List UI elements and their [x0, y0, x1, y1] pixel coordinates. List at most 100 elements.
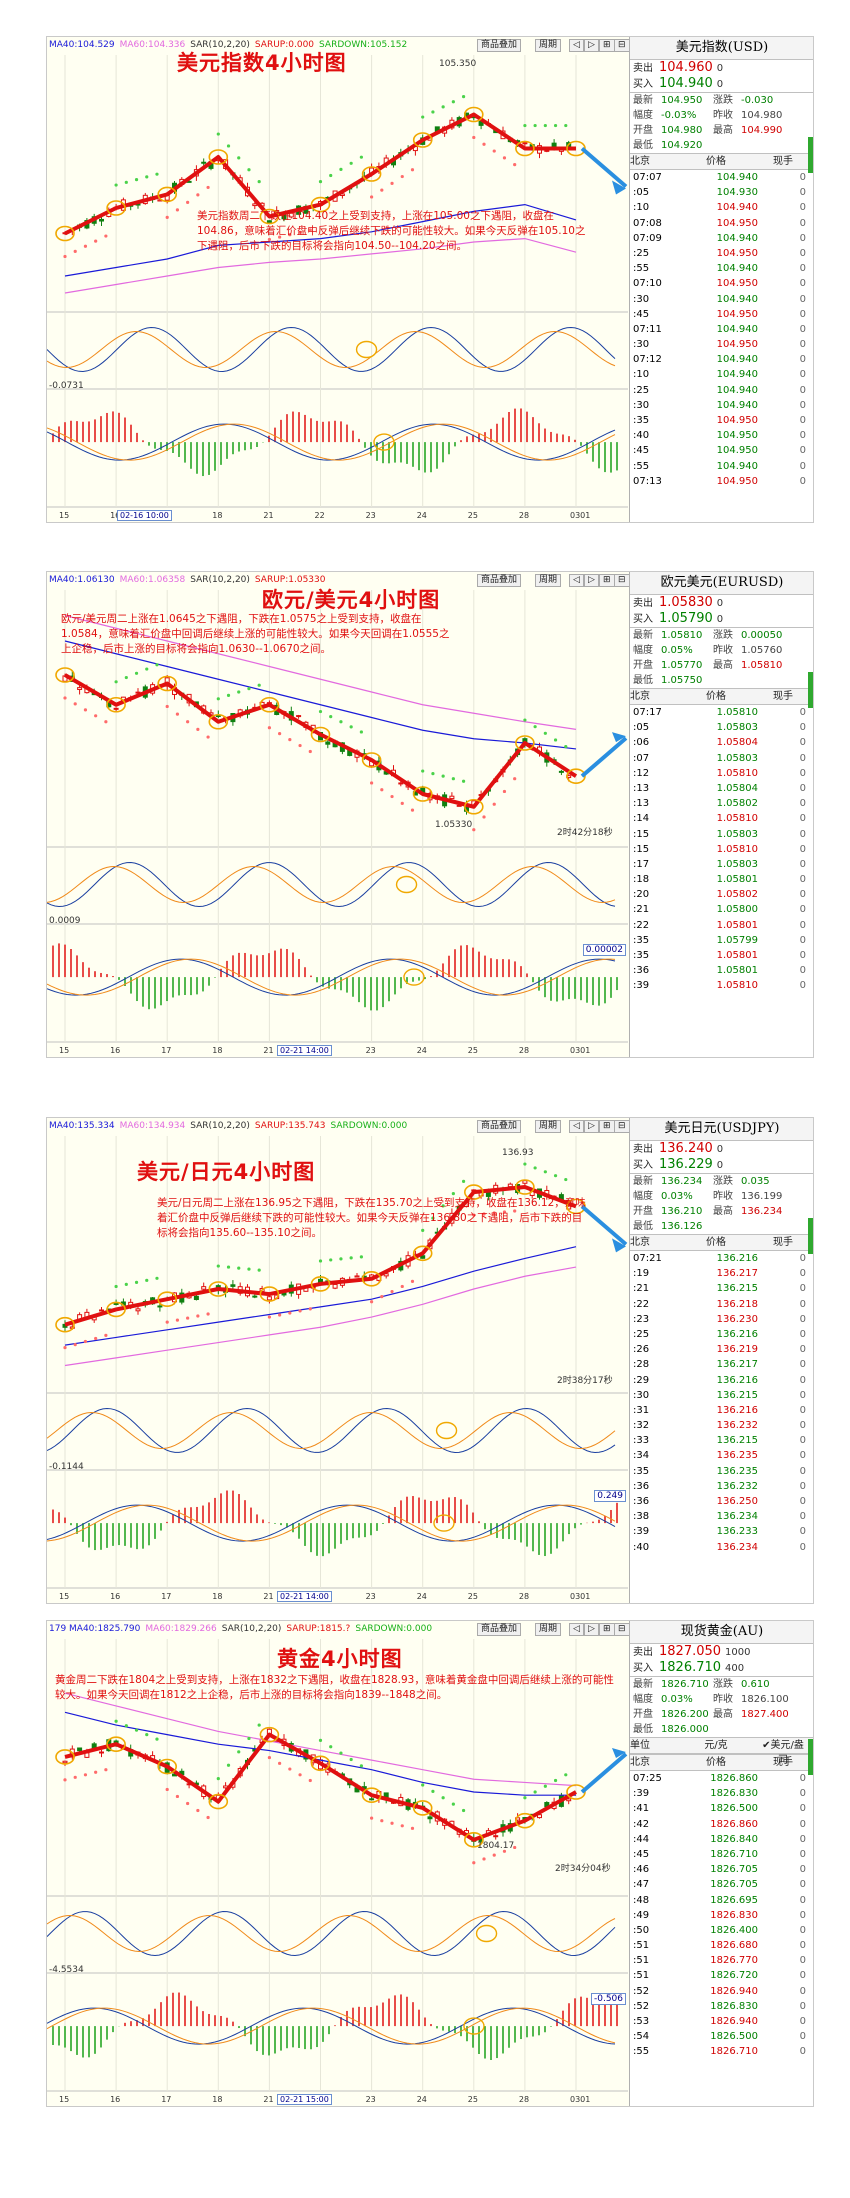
tick-price: 104.930 — [716, 187, 758, 199]
tick-price: 104.940 — [716, 293, 758, 305]
toolbar-button[interactable]: 商品叠加 — [477, 1120, 522, 1133]
stat-label: 开盘 — [633, 1206, 653, 1217]
sar-dot — [298, 230, 302, 234]
low-label: 1804.17 — [477, 1841, 515, 1851]
toolbar-button[interactable]: ⊞ — [599, 39, 615, 52]
indicator-value: MA40:104.529 — [49, 40, 115, 50]
indicator-value: SARDOWN:105.152 — [319, 40, 408, 50]
toolbar-button[interactable]: ◁ — [569, 39, 584, 52]
tick-row: 07:07 104.940 0 — [630, 170, 813, 185]
tick-row: :45 1826.710 0 — [630, 1847, 813, 1862]
sar-dot — [349, 725, 353, 729]
toolbar-button[interactable]: ⊟ — [614, 574, 630, 587]
stat-label: 最低 — [633, 675, 653, 686]
buy-volume: 0 — [716, 79, 724, 90]
sar-dot — [339, 720, 343, 724]
tick-volume: 0 — [799, 1985, 806, 1997]
toolbar-button[interactable]: ◁ — [569, 1120, 584, 1133]
toolbar-button[interactable]: ⊟ — [614, 1623, 630, 1636]
unit-row[interactable]: 单位 元/克 ✔美元/盎司 — [630, 1737, 813, 1766]
unit-option[interactable]: 元/克 — [704, 1740, 728, 1751]
toolbar-button[interactable]: 周期 — [535, 1623, 562, 1636]
tick-volume: 0 — [799, 384, 806, 396]
indicator-value: SARUP:1815.? — [286, 1624, 351, 1634]
stat-value: 1826.200 — [661, 1709, 709, 1720]
sar-dot — [451, 1802, 455, 1806]
x-tick-label: 0301 — [570, 1046, 591, 1055]
sar-dot — [298, 743, 302, 748]
toolbar-button[interactable]: ⊟ — [614, 1120, 630, 1133]
sar-dot — [175, 1794, 180, 1799]
pivot-circle — [463, 1184, 484, 1200]
pivot-circle — [259, 208, 280, 225]
tick-time: :21 — [633, 904, 650, 916]
toolbar-button[interactable]: ◁ — [569, 1623, 584, 1636]
tick-volume: 0 — [799, 278, 806, 290]
toolbar-button[interactable]: ⊞ — [599, 1120, 615, 1133]
quote-scrollbar[interactable] — [808, 672, 813, 708]
toolbar-button[interactable]: 商品叠加 — [477, 1623, 522, 1636]
stat-label — [713, 1722, 741, 1737]
toolbar-button[interactable]: 周期 — [535, 574, 562, 587]
sar-dot — [513, 163, 517, 167]
sar-dot — [226, 1265, 231, 1269]
buy-label: 买入 — [633, 1160, 653, 1171]
column-header: 价格 — [706, 156, 726, 167]
toolbar-button[interactable]: ▷ — [584, 1120, 599, 1133]
sar-dot — [349, 1757, 353, 1762]
tick-row: :25 104.950 0 — [630, 246, 813, 261]
tick-price: 104.950 — [716, 278, 758, 290]
pivot-circle — [310, 196, 331, 213]
sar-dot — [175, 712, 180, 716]
stat-value: 136.210 — [661, 1206, 703, 1217]
sar-dot — [564, 1773, 568, 1777]
toolbar-button[interactable]: ▷ — [584, 39, 599, 52]
unit-option[interactable]: 单位 — [630, 1740, 650, 1751]
toolbar-button[interactable]: ⊞ — [599, 1623, 615, 1636]
stat-label: 最低 — [633, 140, 653, 151]
tick-row: :44 1826.840 0 — [630, 1832, 813, 1847]
quote-scrollbar[interactable] — [808, 1218, 813, 1254]
tick-time: :35 — [633, 415, 650, 426]
x-tick-label: 17 — [161, 1046, 172, 1055]
tick-table-header: 北京 价格 现手 — [630, 688, 813, 705]
toolbar-button[interactable]: ⊞ — [599, 574, 615, 587]
unit-option[interactable]: ✔美元/盎司 — [762, 1740, 804, 1766]
toolbar-button[interactable]: 商品叠加 — [477, 574, 522, 587]
tick-time: :52 — [633, 1985, 650, 1997]
osc-value: -4.5534 — [49, 1965, 84, 1975]
pivot-circle — [259, 1726, 280, 1743]
candlestick-chart[interactable]: MA40:1.06130 MA60:1.06358 SAR(10,2,20) SARU… — [47, 572, 630, 1057]
tick-row: :05 1.05803 0 — [630, 720, 813, 735]
tick-time: :47 — [633, 1879, 650, 1891]
candlestick-chart[interactable]: MA40:104.529 MA60:104.336 SAR(10,2,20) SARU… — [47, 37, 630, 522]
tick-row: :25 104.940 0 — [630, 383, 813, 398]
tick-time: 07:21 — [633, 1253, 662, 1264]
quote-scrollbar[interactable] — [808, 137, 813, 173]
candlestick-chart[interactable]: MA40:135.334 MA60:134.934 SAR(10,2,20) SARU… — [47, 1118, 630, 1603]
candle-body — [230, 1284, 236, 1287]
toolbar-button[interactable]: 商品叠加 — [477, 39, 522, 52]
toolbar-button[interactable]: 周期 — [535, 1120, 562, 1133]
macd-dea — [47, 2007, 616, 2045]
sar-dot — [308, 228, 312, 232]
tick-volume: 0 — [799, 1541, 806, 1553]
candle-body — [113, 1302, 119, 1305]
forecast-arrow — [580, 146, 628, 189]
x-tick-label: 15 — [59, 511, 70, 520]
sar-dot — [472, 828, 476, 832]
tick-time: :30 — [633, 399, 650, 411]
toolbar-button[interactable]: ▷ — [584, 1623, 599, 1636]
indicator-value: MA60:1.06358 — [119, 575, 186, 585]
candle-body — [507, 1183, 513, 1188]
indicator-header: MA40:135.334 MA60:134.934 SAR(10,2,20) SARU… — [49, 1121, 412, 1131]
toolbar-button[interactable]: ▷ — [584, 574, 599, 587]
candle-body — [62, 1760, 68, 1764]
sar-dot — [421, 115, 425, 119]
indicator-value: SAR(10,2,20) — [190, 575, 250, 585]
toolbar-button[interactable]: ⊟ — [614, 39, 630, 52]
toolbar-button[interactable]: 周期 — [535, 39, 562, 52]
toolbar-button[interactable]: ◁ — [569, 574, 584, 587]
quote-scrollbar[interactable] — [808, 1739, 813, 1775]
candlestick-chart[interactable]: 179 MA40:1825.790 MA60:1829.266 SAR(10,2,2… — [47, 1621, 630, 2106]
